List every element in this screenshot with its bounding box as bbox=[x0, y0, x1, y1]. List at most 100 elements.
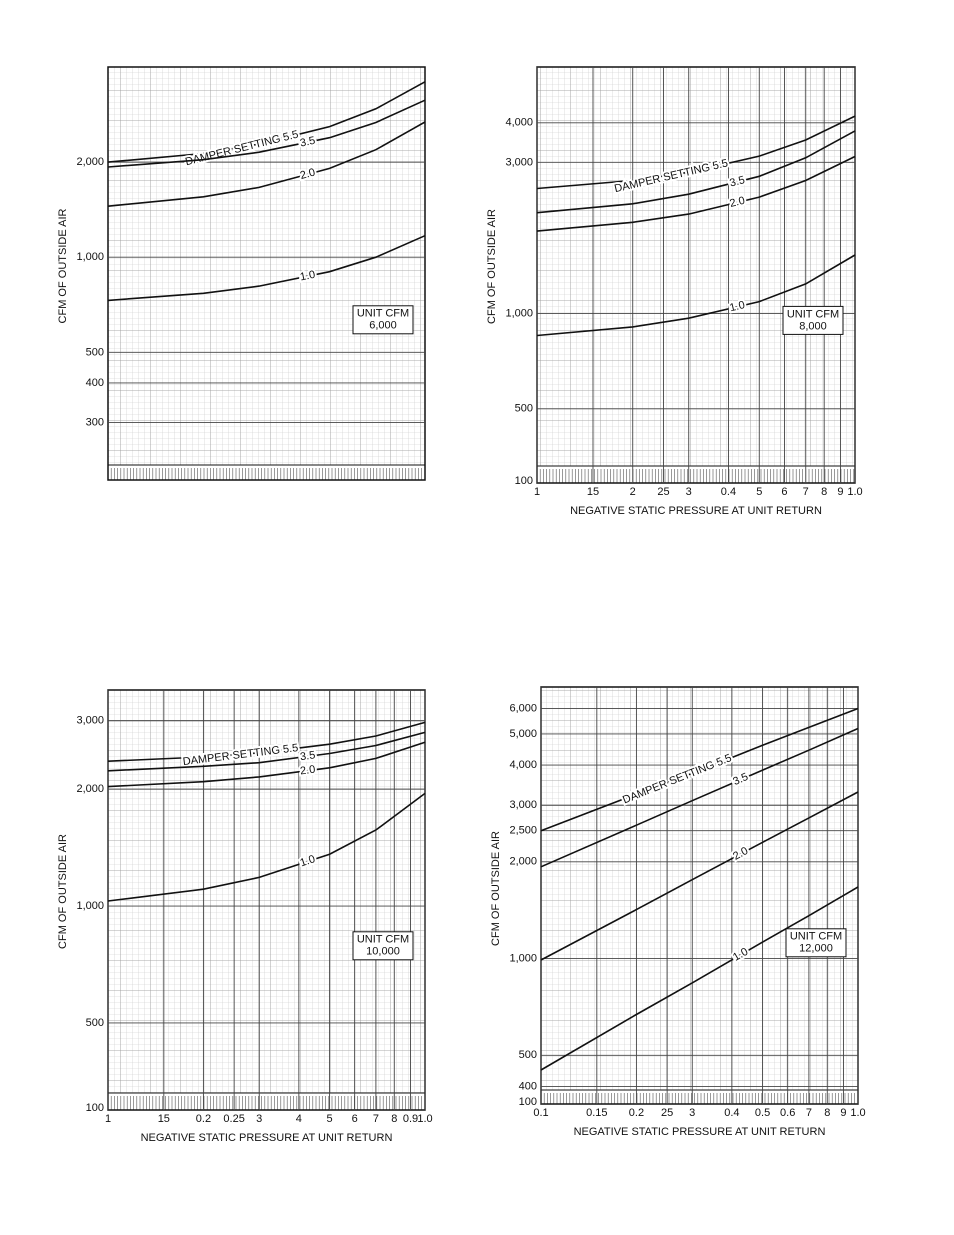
x-tick-label: 7 bbox=[806, 1107, 812, 1119]
x-tick-label: 8 bbox=[391, 1113, 397, 1125]
y-tick-label: 2,000 bbox=[76, 783, 104, 795]
x-axis-label: NEGATIVE STATIC PRESSURE AT UNIT RETURN bbox=[141, 1132, 393, 1144]
axis-break bbox=[107, 464, 426, 481]
x-tick-label: 3 bbox=[686, 486, 692, 498]
x-tick-label: 0.2 bbox=[196, 1113, 211, 1125]
y-tick-label: 500 bbox=[86, 1017, 104, 1029]
curve-label: 1.0 bbox=[299, 269, 316, 284]
curve bbox=[536, 155, 856, 232]
x-tick-label: 15 bbox=[158, 1113, 170, 1125]
y-break-label: 100 bbox=[519, 1096, 537, 1108]
x-tick-label: 1.0 bbox=[417, 1113, 432, 1125]
curve bbox=[107, 81, 426, 163]
annotation-text: UNIT CFM bbox=[787, 308, 839, 320]
x-axis-label: NEGATIVE STATIC PRESSURE AT UNIT RETURN bbox=[570, 505, 822, 517]
curve bbox=[107, 731, 426, 772]
annotation-box bbox=[352, 305, 414, 335]
annotation-text: UNIT CFM bbox=[357, 934, 409, 946]
x-tick-label: 25 bbox=[661, 1107, 673, 1119]
y-tick-label: 500 bbox=[515, 403, 533, 415]
y-axis-label: CFM OF OUTSIDE AIR bbox=[486, 209, 498, 324]
curve bbox=[536, 115, 856, 190]
curve bbox=[540, 727, 859, 868]
y-tick-label: 5,000 bbox=[509, 728, 537, 740]
curve-label: 1.0 bbox=[728, 299, 746, 314]
x-tick-label: 0.5 bbox=[755, 1107, 770, 1119]
y-tick-label: 4,000 bbox=[509, 759, 537, 771]
x-tick-label: 9 bbox=[840, 1107, 846, 1119]
y-tick-label: 2,000 bbox=[76, 156, 104, 168]
curve-label: 3.5 bbox=[299, 749, 316, 763]
y-break-label: 100 bbox=[515, 475, 533, 487]
y-tick-label: 1,000 bbox=[509, 952, 537, 964]
graph-paper bbox=[108, 67, 425, 465]
x-tick-label: 6 bbox=[781, 486, 787, 498]
curve bbox=[536, 130, 856, 214]
x-tick-label: 8 bbox=[821, 486, 827, 498]
x-tick-label: 2 bbox=[630, 486, 636, 498]
y-break-label: 100 bbox=[86, 1102, 104, 1114]
curve-label: 3.5 bbox=[299, 135, 316, 150]
y-tick-label: 3,000 bbox=[76, 715, 104, 727]
x-tick-label: 0.4 bbox=[721, 486, 736, 498]
annotation-text: 8,000 bbox=[799, 320, 827, 332]
y-axis-label: CFM OF OUTSIDE AIR bbox=[490, 831, 502, 946]
curve bbox=[107, 741, 426, 788]
curve bbox=[107, 99, 426, 168]
y-tick-label: 1,000 bbox=[76, 251, 104, 263]
x-tick-label: 6 bbox=[352, 1113, 358, 1125]
graph-paper bbox=[537, 67, 855, 466]
curve bbox=[107, 792, 426, 902]
x-tick-label: 8 bbox=[824, 1107, 830, 1119]
y-tick-label: 2,500 bbox=[509, 825, 537, 837]
annotation-box bbox=[782, 305, 844, 335]
y-tick-label: 3,000 bbox=[505, 156, 533, 168]
y-tick-label: 1,000 bbox=[76, 900, 104, 912]
curve bbox=[540, 791, 859, 961]
x-tick-label: 3 bbox=[689, 1107, 695, 1119]
y-tick-label: 300 bbox=[86, 416, 104, 428]
curve-label: 2.0 bbox=[299, 764, 316, 778]
curve bbox=[107, 234, 426, 302]
x-tick-label: 15 bbox=[587, 486, 599, 498]
graph-paper bbox=[108, 690, 425, 1093]
x-tick-label: 0.9 bbox=[403, 1113, 418, 1125]
x-tick-label: 1.0 bbox=[850, 1107, 865, 1119]
y-axis-label: CFM OF OUTSIDE AIR bbox=[57, 834, 69, 949]
curve bbox=[107, 721, 426, 762]
axis-break bbox=[540, 1089, 859, 1105]
x-tick-label: 0.25 bbox=[223, 1113, 244, 1125]
x-tick-label: 5 bbox=[756, 486, 762, 498]
y-tick-label: 1,000 bbox=[505, 307, 533, 319]
x-tick-label: 0.4 bbox=[724, 1107, 739, 1119]
x-tick-label: 4 bbox=[296, 1113, 302, 1125]
annotation-text: 6,000 bbox=[369, 320, 397, 332]
y-tick-label: 400 bbox=[86, 377, 104, 389]
x-tick-label: 1 bbox=[105, 1113, 111, 1125]
y-axis-label: CFM OF OUTSIDE AIR bbox=[57, 209, 69, 324]
curve bbox=[536, 254, 856, 337]
x-tick-label: 0.2 bbox=[629, 1107, 644, 1119]
x-tick-label: 0.15 bbox=[586, 1107, 607, 1119]
x-tick-label: 0.1 bbox=[533, 1107, 548, 1119]
y-tick-label: 3,000 bbox=[509, 799, 537, 811]
chart: 4,000 3,000 1,000 500 1 15 2 25 3 0.4 5 6 7 8 9 1.0 100 C… bbox=[486, 66, 863, 517]
curve-label: 2.0 bbox=[728, 195, 746, 210]
y-tick-label: 2,000 bbox=[509, 856, 537, 868]
curve bbox=[540, 707, 859, 832]
annotation-text: UNIT CFM bbox=[357, 308, 409, 320]
x-tick-label: 3 bbox=[256, 1113, 262, 1125]
x-axis-label: NEGATIVE STATIC PRESSURE AT UNIT RETURN bbox=[574, 1126, 826, 1138]
annotation-box bbox=[352, 931, 414, 961]
curve bbox=[540, 886, 859, 1071]
graph-paper bbox=[541, 687, 858, 1090]
x-tick-label: 0.6 bbox=[780, 1107, 795, 1119]
y-tick-label: 400 bbox=[519, 1080, 537, 1092]
x-tick-label: 5 bbox=[327, 1113, 333, 1125]
annotation-box bbox=[785, 928, 847, 958]
x-tick-label: 1.0 bbox=[847, 486, 862, 498]
y-tick-label: 4,000 bbox=[505, 117, 533, 129]
plot-frame bbox=[107, 66, 426, 481]
